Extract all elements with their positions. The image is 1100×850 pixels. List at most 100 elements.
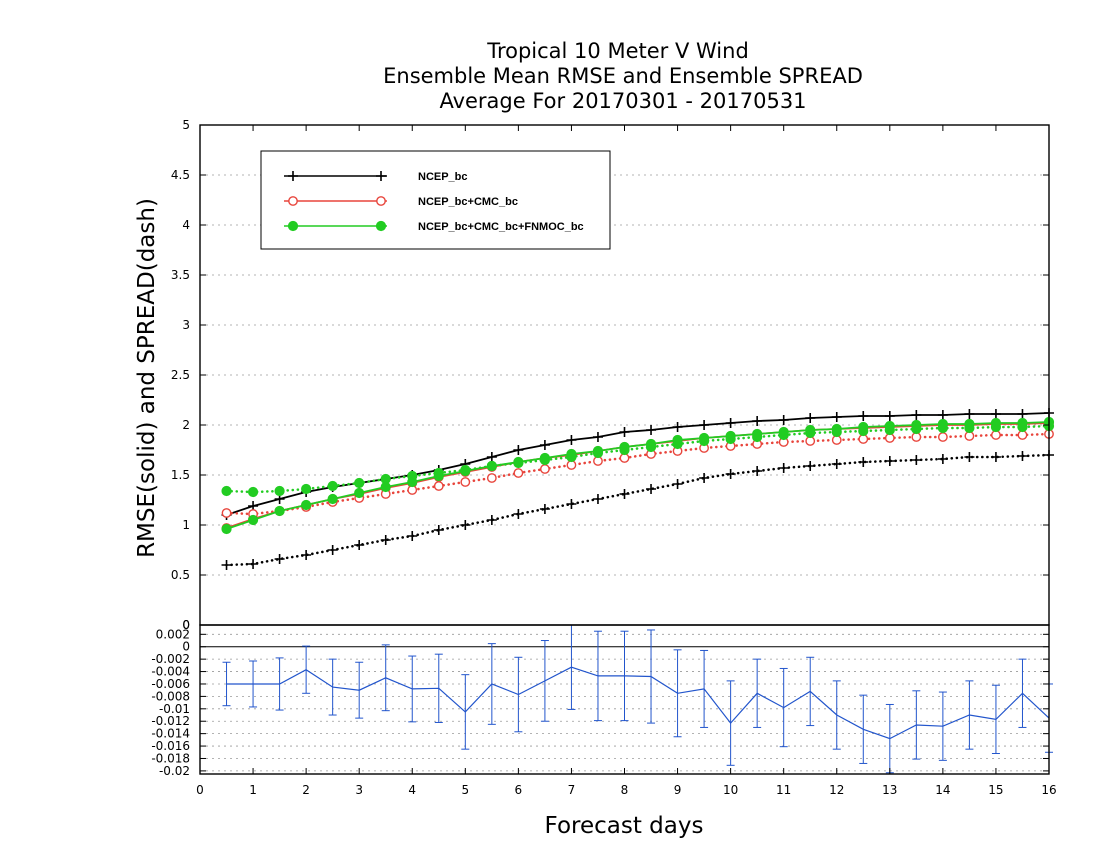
- top-y-tick-label: 1.5: [171, 468, 190, 482]
- y-axis-label: RMSE(solid) and SPREAD(dash): [134, 198, 160, 558]
- series-ncep-bc-cmc-bc-fnmoc-bc-solid: [221, 416, 1055, 535]
- series-point: [540, 464, 550, 474]
- series-point: [911, 410, 922, 420]
- series-point: [460, 477, 471, 487]
- series-point: [247, 514, 259, 526]
- series-point: [407, 470, 418, 482]
- series-point: [513, 445, 524, 455]
- series-point: [407, 531, 418, 541]
- bottom-y-tick-label: -0.008: [151, 689, 190, 703]
- legend-marker-left: [288, 196, 298, 206]
- series-point: [539, 454, 551, 466]
- series-point: [274, 554, 285, 564]
- series-ncep-bc-cmc-bc-solid: [221, 418, 1054, 533]
- series-point: [486, 515, 497, 525]
- bottom-top-tick-label: 0: [182, 618, 190, 632]
- series-point: [778, 415, 789, 425]
- series-point: [990, 409, 1001, 419]
- series-point: [1017, 451, 1028, 461]
- series-point: [433, 525, 444, 535]
- series-point: [566, 499, 577, 509]
- series-point: [964, 452, 975, 462]
- series-point: [327, 545, 338, 555]
- legend-label: NCEP_bc+CMC_bc: [418, 196, 518, 208]
- x-tick-label: 8: [621, 783, 629, 797]
- series-point: [672, 479, 683, 489]
- series-point: [301, 499, 312, 511]
- series-point: [513, 509, 524, 519]
- series-point: [937, 422, 948, 434]
- series-point: [805, 427, 816, 439]
- series-point: [221, 508, 232, 518]
- bottom-y-tick-label: -0.006: [151, 677, 190, 691]
- x-axis-ticks: 0 1 2 3 4 5 6 7 8 9 10 11 12 13 14 15 16: [196, 125, 1057, 797]
- series-point: [646, 484, 657, 494]
- series-point: [884, 411, 895, 421]
- top-y-tick-label: 2: [182, 418, 190, 432]
- series-point: [699, 473, 710, 483]
- x-tick-label: 2: [302, 783, 310, 797]
- series-point: [858, 457, 869, 467]
- series-point: [911, 455, 922, 465]
- x-tick-label: 5: [461, 783, 469, 797]
- series-point: [752, 431, 763, 443]
- series-ncep-bc-cmc-bc-dash: [221, 429, 1054, 519]
- series-point: [354, 540, 365, 550]
- series-point: [884, 424, 895, 436]
- bottom-y-tick-label: -0.016: [151, 739, 190, 753]
- top-y-tick-label: 4.5: [171, 168, 190, 182]
- series-point: [539, 504, 550, 514]
- series-line: [225, 453, 1051, 567]
- bottom-y-axis-ticks: 0.0020-0.002-0.004-0.006-0.008-0.01-0.01…: [151, 618, 1049, 778]
- series-point: [513, 457, 524, 469]
- series-point: [725, 469, 736, 479]
- legend-marker-left: [287, 220, 299, 232]
- x-tick-label: 11: [776, 783, 791, 797]
- series-point: [539, 440, 550, 450]
- top-y-tick-label: 3: [182, 318, 190, 332]
- series-point: [752, 466, 763, 476]
- series-point: [221, 523, 232, 535]
- series-point: [805, 461, 816, 471]
- series-point: [433, 467, 444, 479]
- series-point: [805, 413, 816, 423]
- series-point: [354, 477, 365, 489]
- top-y-tick-label: 3.5: [171, 268, 190, 282]
- top-y-tick-label: 5: [182, 118, 190, 132]
- bottom-panel-series: [222, 624, 1053, 774]
- series-point: [831, 426, 842, 438]
- x-tick-label: 6: [515, 783, 523, 797]
- series-point: [937, 410, 948, 420]
- series-point: [778, 463, 789, 473]
- series-point: [725, 433, 736, 445]
- top-y-tick-label: 0.5: [171, 568, 190, 582]
- series-point: [513, 468, 524, 478]
- series-point: [274, 485, 285, 497]
- series-point: [937, 432, 948, 442]
- legend-marker-right: [375, 220, 387, 232]
- title-line-2: Ensemble Mean RMSE and Ensemble SPREAD: [383, 64, 863, 88]
- legend: NCEP_bc NCEP_bc+CMC_bc NCEP_bc+CMC_bc+FNMO…: [260, 150, 611, 250]
- legend-marker-right: [376, 171, 386, 181]
- top-panel-series: [221, 408, 1055, 570]
- top-y-tick-label: 4: [182, 218, 190, 232]
- series-point: [698, 435, 710, 447]
- series-point: [433, 481, 444, 491]
- x-tick-label: 0: [196, 783, 204, 797]
- series-point: [699, 420, 710, 430]
- title-line-1: Tropical 10 Meter V Wind: [486, 39, 749, 63]
- series-point: [646, 425, 657, 435]
- x-tick-label: 12: [829, 783, 844, 797]
- series-point: [964, 422, 975, 434]
- series-point: [486, 452, 497, 462]
- series-point: [592, 432, 603, 442]
- series-point: [460, 464, 471, 476]
- difference-line: [226, 666, 1050, 740]
- bottom-y-tick-label: -0.012: [151, 714, 190, 728]
- x-tick-label: 16: [1041, 783, 1056, 797]
- series-point: [725, 418, 736, 428]
- series-point: [327, 493, 338, 505]
- series-point: [380, 535, 391, 545]
- series-point: [247, 486, 259, 498]
